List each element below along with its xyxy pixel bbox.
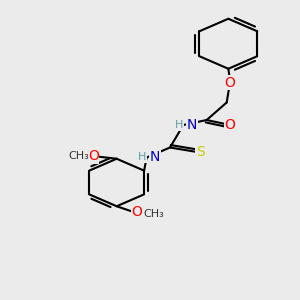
Text: N: N (150, 151, 160, 164)
Text: O: O (88, 149, 99, 163)
Text: H: H (175, 120, 183, 130)
Text: N: N (187, 118, 197, 132)
Text: H: H (138, 152, 147, 163)
Text: O: O (131, 206, 142, 220)
Text: O: O (225, 76, 236, 89)
Text: O: O (225, 118, 236, 132)
Text: CH₃: CH₃ (143, 209, 164, 219)
Text: CH₃: CH₃ (68, 151, 89, 161)
Text: S: S (196, 146, 204, 160)
